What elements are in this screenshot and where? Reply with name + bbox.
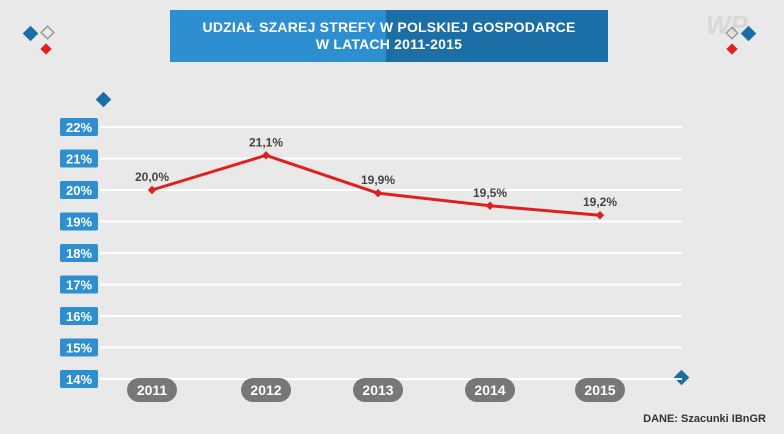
axis-top-diamond-icon (95, 91, 112, 108)
x-tick-badge (353, 378, 403, 402)
data-label: 19,5% (473, 186, 507, 200)
x-tick-label: 2012 (250, 382, 281, 398)
x-tick-label: 2015 (584, 382, 615, 398)
data-source-label: DANE: Szacunki IBnGR (643, 413, 766, 425)
data-label: 21,1% (249, 135, 283, 149)
y-tick-badge (60, 370, 98, 388)
axis-end-diamond-icon (673, 369, 690, 386)
wp-logo: WP (706, 10, 748, 40)
y-tick-badge (60, 181, 98, 199)
data-point (147, 185, 157, 195)
y-tick-badge (60, 338, 98, 357)
decor-diamonds-right-icon (724, 24, 768, 58)
x-tick-badge (127, 378, 177, 402)
data-point (261, 151, 271, 160)
data-point (595, 210, 605, 220)
y-tick-label: 15% (66, 341, 92, 356)
y-tick-label: 19% (66, 215, 92, 230)
x-tick-label: 2013 (362, 382, 393, 398)
y-tick-label: 20% (66, 183, 92, 198)
y-tick-label: 22% (66, 120, 92, 135)
x-tick-label: 2014 (474, 382, 505, 398)
title-banner-accent (170, 10, 386, 62)
data-point (485, 201, 495, 210)
y-tick-badge (60, 212, 98, 231)
y-tick-label: 14% (66, 372, 92, 387)
y-tick-badge (60, 149, 98, 168)
x-tick-badge (241, 378, 291, 402)
y-tick-badge (60, 118, 98, 136)
data-label: 19,9% (361, 173, 395, 187)
y-tick-label: 17% (66, 278, 92, 293)
title-banner: UDZIAŁ SZAREJ STREFY W POLSKIEJ GOSPODAR… (170, 10, 608, 62)
y-tick-label: 16% (66, 309, 92, 324)
y-tick-label: 18% (66, 246, 92, 261)
y-tick-label: 21% (66, 152, 92, 167)
y-tick-badge (60, 275, 98, 294)
data-label: 19,2% (583, 195, 617, 209)
chart-title-line2: W LATACH 2011-2015 (315, 36, 463, 52)
x-tick-badge (575, 378, 625, 402)
chart-title-line1: UDZIAŁ SZAREJ STREFY W POLSKIEJ GOSPODAR… (202, 19, 576, 35)
decor-diamonds-left-icon (22, 24, 62, 58)
y-tick-badge (60, 244, 98, 262)
data-label: 20,0% (135, 170, 169, 184)
y-tick-badge (60, 307, 98, 325)
x-tick-label: 2011 (137, 382, 168, 398)
data-point (373, 188, 383, 198)
x-tick-badge (465, 378, 515, 402)
chart-title: UDZIAŁ SZAREJ STREFY W POLSKIEJ GOSPODAR… (170, 19, 608, 53)
